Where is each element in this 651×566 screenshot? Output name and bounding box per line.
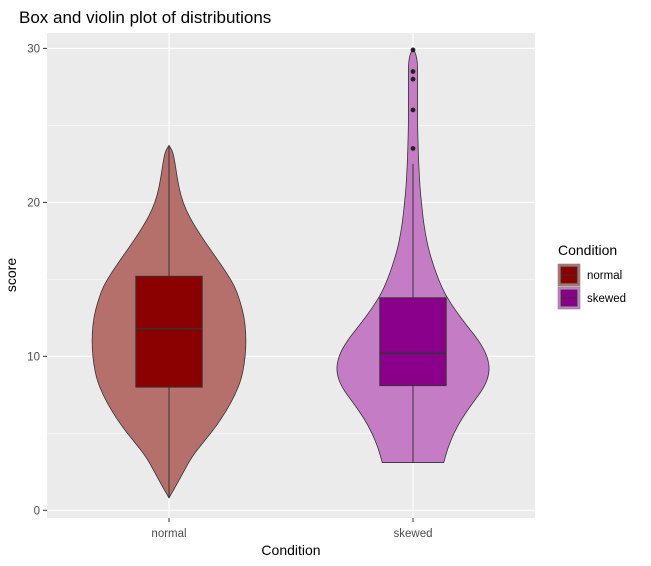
legend-label: skewed <box>587 293 626 305</box>
outlier-point <box>410 107 416 113</box>
legend: Condition normal skewed <box>557 242 626 310</box>
y-tick-label: 20 <box>27 197 40 209</box>
outlier-point <box>410 47 416 53</box>
y-tick-label: 10 <box>27 351 40 363</box>
x-tick-label-skewed: skewed <box>394 528 433 540</box>
legend-item-skewed: skewed <box>557 286 626 310</box>
y-axis-title: score <box>3 258 19 292</box>
outlier-point <box>410 69 416 74</box>
outlier-point <box>410 76 416 82</box>
y-tick-label: 0 <box>34 505 40 517</box>
x-axis-ticks: normal skewed <box>151 518 433 540</box>
legend-label: normal <box>587 270 622 282</box>
box-normal <box>135 275 203 388</box>
legend-item-normal: normal <box>557 263 622 287</box>
chart-title: Box and violin plot of distributions <box>19 8 271 27</box>
y-axis-ticks: 0 10 20 30 <box>27 43 47 517</box>
x-axis-title: Condition <box>261 542 320 558</box>
legend-title: Condition <box>558 242 617 258</box>
x-tick-label-normal: normal <box>151 528 186 540</box>
y-tick-label: 30 <box>27 43 40 55</box>
boxes <box>135 146 447 498</box>
outliers <box>410 47 416 151</box>
outlier-point <box>410 146 416 151</box>
box-skewed <box>379 297 447 387</box>
